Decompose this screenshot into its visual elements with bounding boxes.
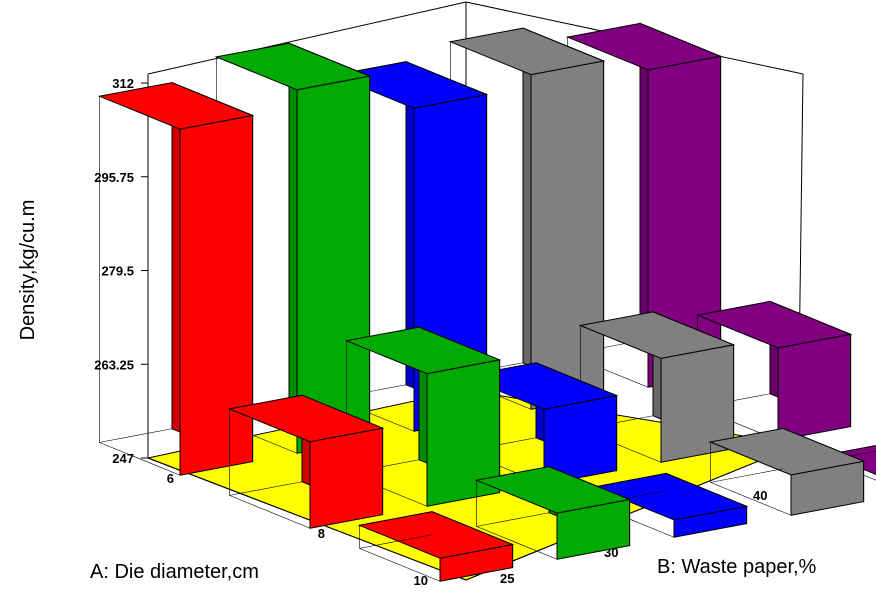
b-tick-label: 25 xyxy=(500,571,514,586)
a-tick-label: 8 xyxy=(318,526,325,541)
bar xyxy=(227,394,385,529)
a-tick-label: 10 xyxy=(414,573,428,588)
a-axis-line xyxy=(147,457,467,581)
y-tick-label: 295.75 xyxy=(94,170,134,185)
bar xyxy=(461,362,619,485)
y-tick-label: 247 xyxy=(112,451,134,466)
bar xyxy=(97,81,255,476)
y-tick-label: 263.25 xyxy=(94,357,134,372)
bar xyxy=(565,22,723,388)
a-tick-label: 6 xyxy=(167,471,174,486)
bar xyxy=(708,427,866,516)
y-tick-label: 312 xyxy=(112,76,134,91)
a-axis-label: A: Die diameter,cm xyxy=(90,561,259,583)
bar xyxy=(344,326,502,507)
b-axis-line xyxy=(465,444,799,581)
b-tick-label: 40 xyxy=(753,488,767,503)
bar xyxy=(448,27,606,410)
bar xyxy=(357,510,515,582)
a-axis: 6 8 10 xyxy=(147,457,467,588)
y-axis: 247 263.25 279.5 295.75 312 xyxy=(94,76,148,466)
b-axis-label: B: Waste paper,% xyxy=(657,556,817,578)
bars xyxy=(97,22,876,582)
bar xyxy=(578,311,736,463)
bar xyxy=(591,472,749,538)
bar xyxy=(695,300,853,441)
y-tick-label: 279.5 xyxy=(101,264,134,279)
y-axis-label: Density,kg/cu.m xyxy=(17,200,39,341)
bar xyxy=(474,465,632,560)
